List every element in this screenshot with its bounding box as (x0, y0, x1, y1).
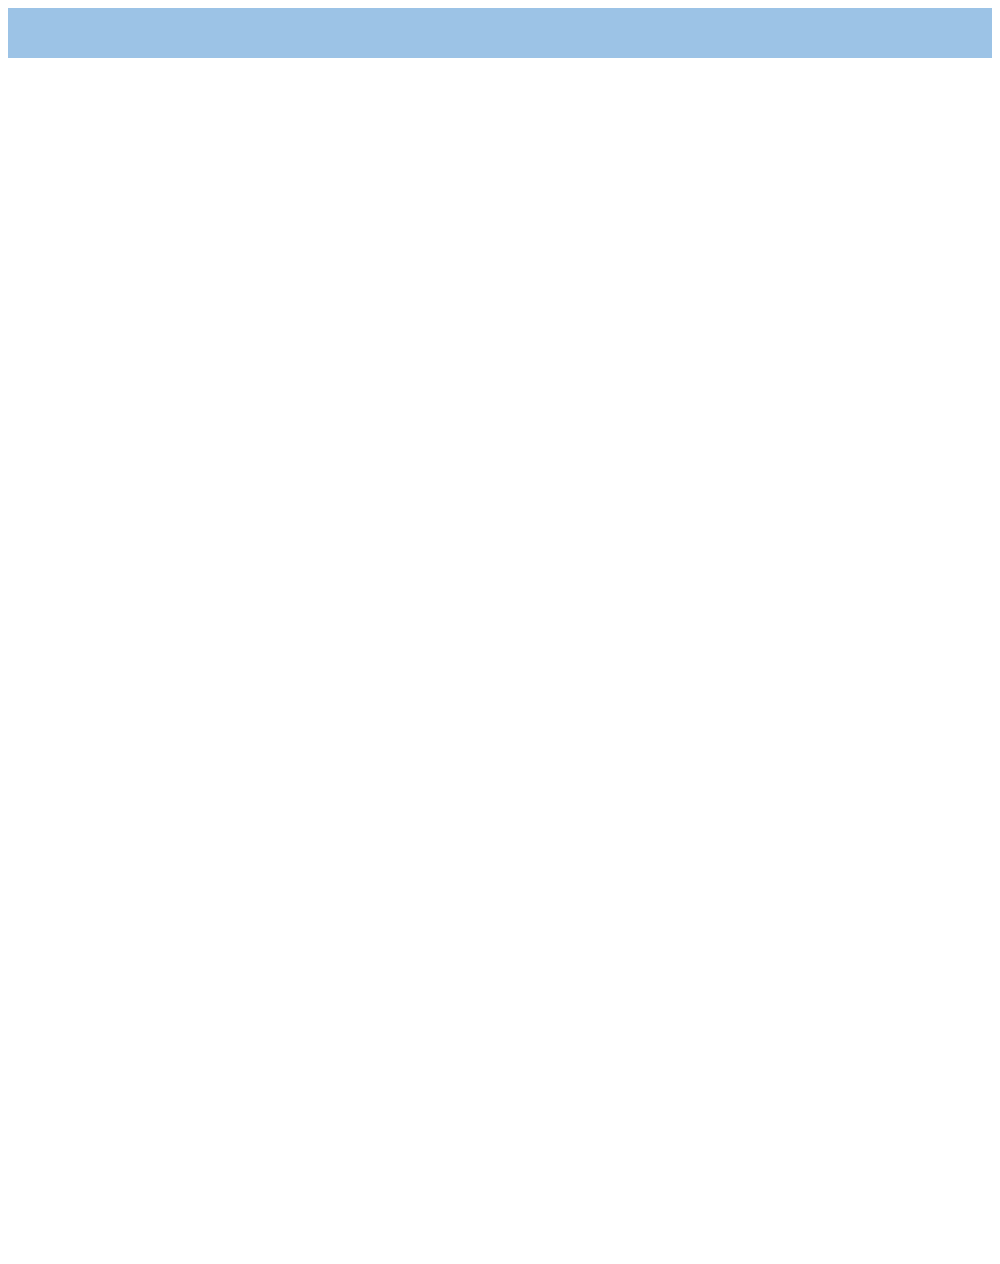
col-material (711, 8, 852, 58)
col-regulation (149, 8, 290, 58)
col-code (8, 8, 149, 58)
screw-table (8, 8, 992, 58)
col-socket (430, 8, 571, 58)
col-fix (851, 8, 992, 58)
col-head (289, 8, 430, 58)
col-washer (570, 8, 711, 58)
header-row (8, 8, 992, 58)
